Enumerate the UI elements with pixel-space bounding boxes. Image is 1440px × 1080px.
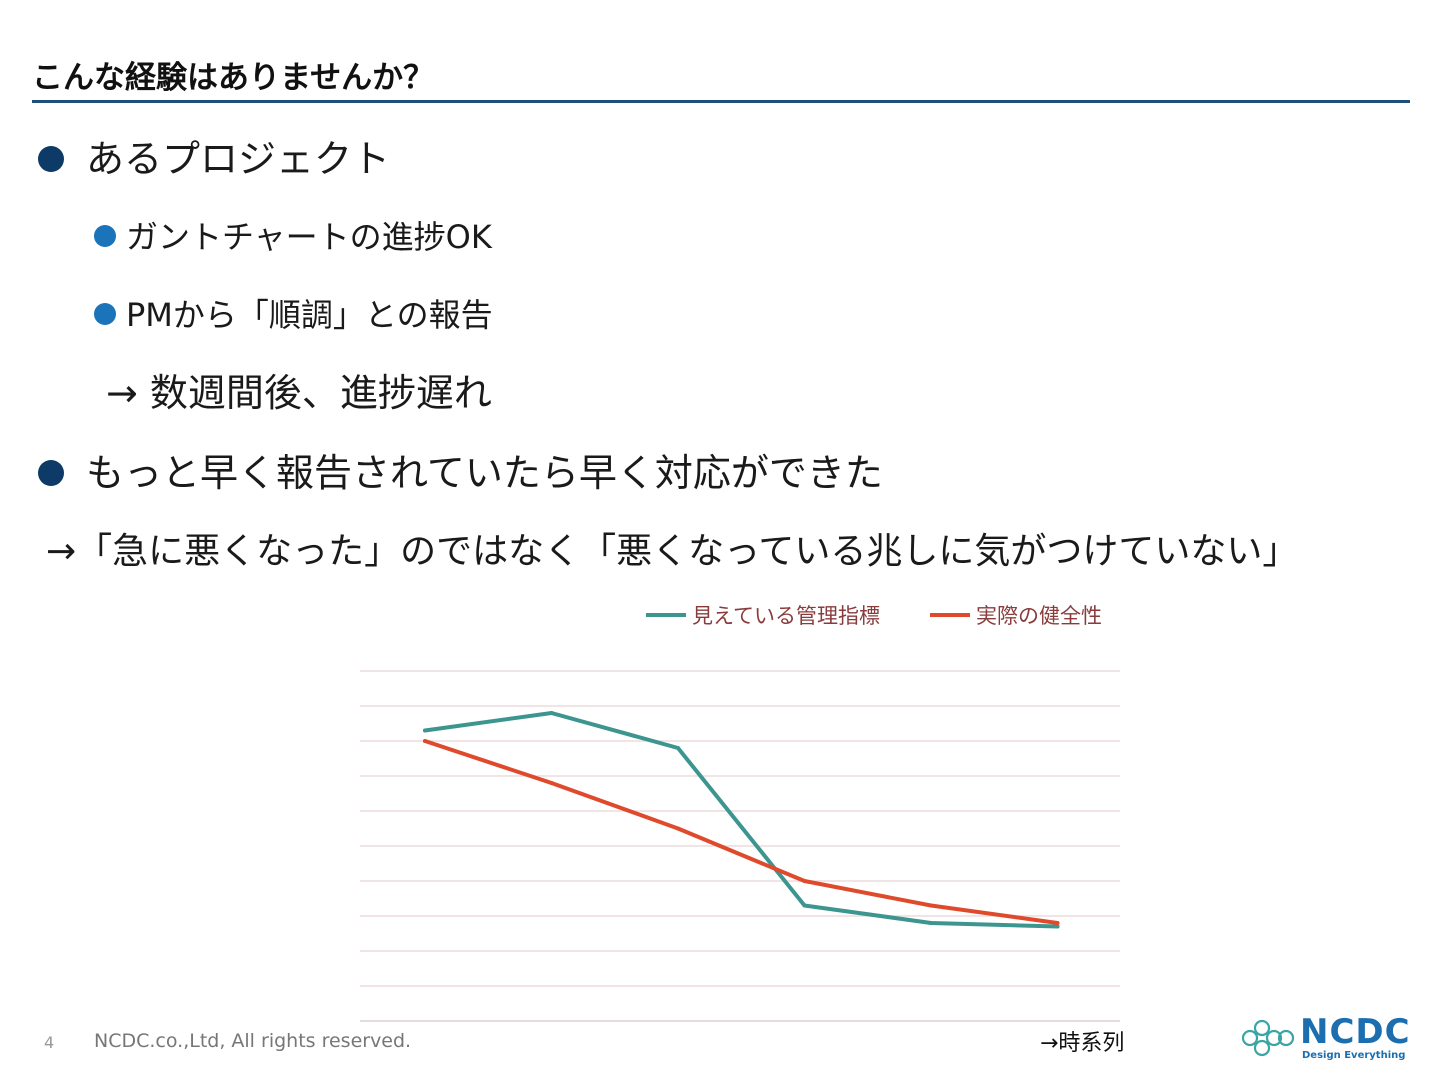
bullet-dot-icon: [38, 459, 64, 486]
bullet-project-text: あるプロジェクト: [86, 137, 391, 181]
bullet-delay: → 数週間後、進捗遅れ: [106, 371, 492, 415]
copyright: NCDC.co.,Ltd, All rights reserved.: [94, 1030, 412, 1052]
bullet-gantt: ガントチャートの進捗OK: [94, 212, 492, 258]
data-point: [802, 879, 807, 883]
x-axis-label: →時系列: [1040, 1031, 1125, 1056]
logo-name: NCDC: [1300, 1012, 1411, 1052]
data-point: [929, 921, 933, 925]
bullet-early-report-text: もっと早く報告されていたら早く対応ができた: [86, 451, 883, 495]
slide-title: こんな経験はありませんか？: [32, 60, 435, 96]
bullet-conclusion: →「急に悪くなった」のではなく「悪くなっている兆しに気がつけていない」: [46, 531, 1299, 572]
page-number: 4: [44, 1033, 55, 1052]
legend-item-actual-health: 実際の健全性: [930, 600, 1102, 630]
bullet-pm-report-text: PMから「順調」との報告: [126, 296, 493, 334]
bullet-pm-report: PMから「順調」との報告: [94, 290, 493, 336]
data-point: [802, 903, 807, 908]
data-point: [1055, 924, 1060, 929]
bullet-dot-icon: [38, 145, 64, 172]
bullet-project: あるプロジェクト: [38, 128, 390, 183]
logo-tagline: Design Everything: [1302, 1050, 1406, 1061]
bullet-early-report: もっと早く報告されていたら早く対応ができた: [38, 442, 883, 497]
bullet-dot-icon: [94, 225, 116, 247]
legend-label: 見えている管理指標: [692, 604, 880, 628]
legend-item-visible-metric: 見えている管理指標: [646, 600, 880, 630]
data-point: [676, 826, 680, 831]
legend-swatch: [930, 613, 970, 617]
data-point: [1055, 921, 1060, 925]
bullet-gantt-text: ガントチャートの進捗OK: [126, 218, 492, 256]
logo-hexagon-icon: [1241, 1019, 1295, 1057]
data-point: [549, 781, 554, 785]
data-point: [676, 746, 680, 750]
bullet-dot-icon: [94, 303, 116, 325]
data-point: [423, 728, 427, 733]
data-point: [423, 739, 427, 743]
title-divider: [32, 100, 1410, 103]
series-line-1: [423, 711, 1060, 929]
data-point: [549, 711, 554, 715]
data-point: [929, 903, 933, 908]
ncdc-logo: NCDC Design Everything: [1238, 1012, 1414, 1064]
legend-swatch: [646, 613, 686, 617]
legend-label: 実際の健全性: [976, 604, 1102, 628]
series-line-2: [423, 739, 1060, 925]
